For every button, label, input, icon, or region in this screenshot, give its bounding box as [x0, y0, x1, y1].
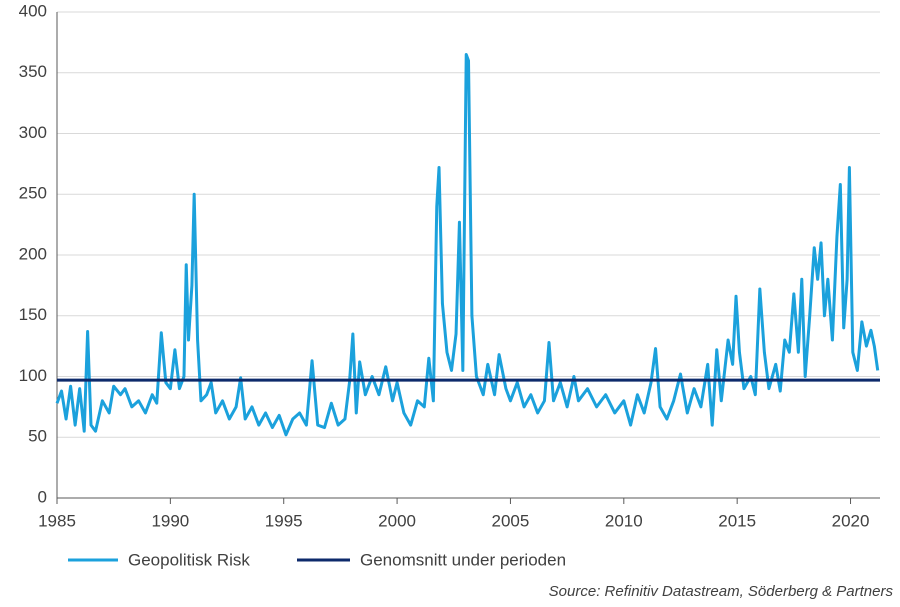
y-tick-label: 250	[19, 184, 47, 203]
y-tick-label: 300	[19, 123, 47, 142]
x-tick-label: 2005	[492, 511, 530, 530]
legend-label: Genomsnitt under perioden	[360, 550, 566, 569]
x-tick-label: 2015	[718, 511, 756, 530]
y-tick-label: 50	[28, 427, 47, 446]
legend-label: Geopolitisk Risk	[128, 550, 250, 569]
source-note: Source: Refinitiv Datastream, Söderberg …	[549, 583, 894, 600]
y-tick-label: 200	[19, 244, 47, 263]
x-tick-label: 1985	[38, 511, 76, 530]
risk-line	[55, 53, 880, 437]
x-tick-label: 1995	[265, 511, 303, 530]
y-tick-label: 0	[38, 487, 47, 506]
y-tick-label: 100	[19, 366, 47, 385]
x-tick-label: 2000	[378, 511, 416, 530]
x-tick-label: 2010	[605, 511, 643, 530]
x-tick-label: 2020	[832, 511, 870, 530]
y-tick-label: 150	[19, 305, 47, 324]
y-tick-label: 400	[19, 1, 47, 20]
x-tick-label: 1990	[151, 511, 189, 530]
y-tick-label: 350	[19, 62, 47, 81]
